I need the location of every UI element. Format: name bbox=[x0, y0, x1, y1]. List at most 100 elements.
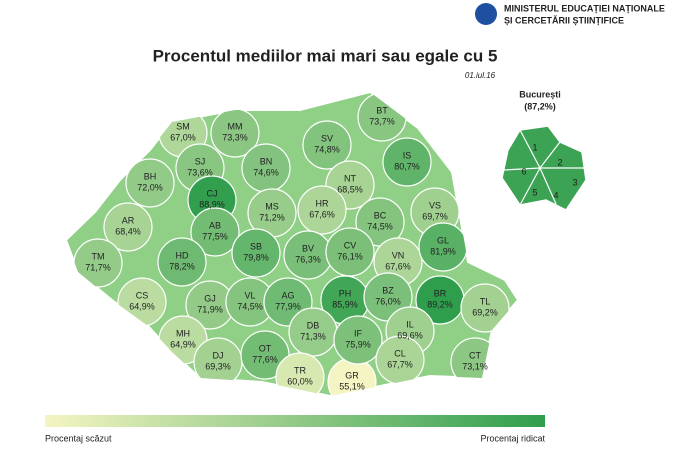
legend-gradient bbox=[45, 415, 545, 427]
county-value: 69,6% bbox=[397, 330, 423, 340]
county-value: 68,5% bbox=[337, 184, 363, 194]
county-code: IS bbox=[403, 150, 412, 160]
bucharest-name: București bbox=[519, 89, 561, 99]
county-value: 73,6% bbox=[187, 167, 213, 177]
county-value: 81,9% bbox=[430, 246, 456, 256]
sector-label: 3 bbox=[572, 177, 577, 187]
county-code: AG bbox=[281, 290, 294, 300]
county-value: 78,2% bbox=[169, 261, 195, 271]
county-value: 76,1% bbox=[337, 251, 363, 261]
county-value: 77,5% bbox=[202, 231, 228, 241]
county-value: 80,7% bbox=[394, 161, 420, 171]
county-value: 76,0% bbox=[375, 296, 401, 306]
county bbox=[190, 207, 240, 257]
county-value: 79,8% bbox=[243, 252, 269, 262]
county-code: SM bbox=[176, 121, 190, 131]
county-value: 69,7% bbox=[422, 211, 448, 221]
county-code: DJ bbox=[213, 350, 224, 360]
legend-low: Procentaj scăzut bbox=[45, 433, 112, 443]
county-value: 74,5% bbox=[237, 301, 263, 311]
sector-label: 2 bbox=[557, 157, 562, 167]
title: Procentul mediilor mai mari sau egale cu… bbox=[153, 46, 498, 65]
county-code: TR bbox=[294, 365, 306, 375]
county-code: CJ bbox=[207, 188, 218, 198]
date: 01.iul.16 bbox=[465, 71, 496, 80]
county-value: 67,7% bbox=[387, 359, 413, 369]
county-code: SB bbox=[250, 241, 262, 251]
county-value: 71,3% bbox=[300, 331, 326, 341]
county-value: 71,7% bbox=[85, 262, 111, 272]
county-code: GR bbox=[345, 370, 359, 380]
county-value: 69,3% bbox=[205, 361, 231, 371]
county bbox=[157, 237, 207, 287]
county-value: 55,1% bbox=[339, 381, 365, 391]
county-value: 77,6% bbox=[252, 354, 278, 364]
ministry-line: MINISTERUL EDUCAȚIEI NAȚIONALE bbox=[504, 3, 665, 13]
sector-label: 4 bbox=[553, 190, 558, 200]
county-code: GJ bbox=[204, 293, 216, 303]
county-code: PH bbox=[339, 288, 352, 298]
county-code: IF bbox=[354, 328, 363, 338]
county-value: 77,9% bbox=[275, 301, 301, 311]
county-value: 71,2% bbox=[259, 212, 285, 222]
county-code: AB bbox=[209, 220, 221, 230]
county-code: BT bbox=[376, 105, 388, 115]
county-code: OT bbox=[259, 343, 272, 353]
county bbox=[297, 185, 347, 235]
county-code: BZ bbox=[382, 285, 394, 295]
county-value: 73,3% bbox=[222, 132, 248, 142]
sector-label: 5 bbox=[532, 187, 537, 197]
county-labels: SM67,0%MM73,3%BT73,7%SV74,8%BH72,0%SJ73,… bbox=[85, 105, 498, 391]
county bbox=[302, 120, 352, 170]
sector-label: 1 bbox=[532, 142, 537, 152]
sector-borders bbox=[503, 129, 584, 206]
county-code: AR bbox=[122, 215, 135, 225]
county-value: 72,0% bbox=[137, 182, 163, 192]
county-value: 75,9% bbox=[345, 339, 371, 349]
county-code: DB bbox=[307, 320, 320, 330]
county-value: 74,5% bbox=[367, 221, 393, 231]
legend-high: Procentaj ridicat bbox=[480, 433, 545, 443]
county-value: 88,9% bbox=[199, 199, 225, 209]
logo bbox=[475, 3, 497, 25]
county-code: IL bbox=[406, 319, 414, 329]
county-code: TM bbox=[92, 251, 105, 261]
county-value: 74,8% bbox=[314, 144, 340, 154]
county-code: NT bbox=[344, 173, 356, 183]
county-code: SJ bbox=[195, 156, 206, 166]
county-code: GL bbox=[437, 235, 449, 245]
county-code: MM bbox=[228, 121, 243, 131]
sector-label: 6 bbox=[521, 166, 526, 176]
county-code: CT bbox=[469, 350, 481, 360]
county-value: 74,6% bbox=[253, 167, 279, 177]
county-code: BN bbox=[260, 156, 273, 166]
county bbox=[125, 158, 175, 208]
county bbox=[382, 137, 432, 187]
county-code: BC bbox=[374, 210, 387, 220]
county-code: MH bbox=[176, 328, 190, 338]
county-code: BV bbox=[302, 243, 314, 253]
county-value: 69,2% bbox=[472, 307, 498, 317]
ministry-line: ȘI CERCETĂRII ȘTIINȚIFICE bbox=[504, 15, 624, 25]
county bbox=[333, 315, 383, 365]
county-code: TL bbox=[480, 296, 491, 306]
county-value: 71,9% bbox=[197, 304, 223, 314]
county-value: 64,9% bbox=[129, 301, 155, 311]
county-value: 76,3% bbox=[295, 254, 321, 264]
county bbox=[460, 283, 510, 333]
county-code: HR bbox=[316, 198, 329, 208]
county-value: 64,9% bbox=[170, 339, 196, 349]
county-code: VL bbox=[244, 290, 255, 300]
county bbox=[103, 202, 153, 252]
county-value: 67,6% bbox=[385, 261, 411, 271]
county-code: BH bbox=[144, 171, 157, 181]
county-code: BR bbox=[434, 288, 447, 298]
county-value: 73,7% bbox=[369, 116, 395, 126]
county-value: 89,2% bbox=[427, 299, 453, 309]
county-value: 73,1% bbox=[462, 361, 488, 371]
county-value: 68,4% bbox=[115, 226, 141, 236]
county-code: CL bbox=[394, 348, 406, 358]
county-code: CV bbox=[344, 240, 357, 250]
county-code: VN bbox=[392, 250, 405, 260]
county-value: 85,9% bbox=[332, 299, 358, 309]
